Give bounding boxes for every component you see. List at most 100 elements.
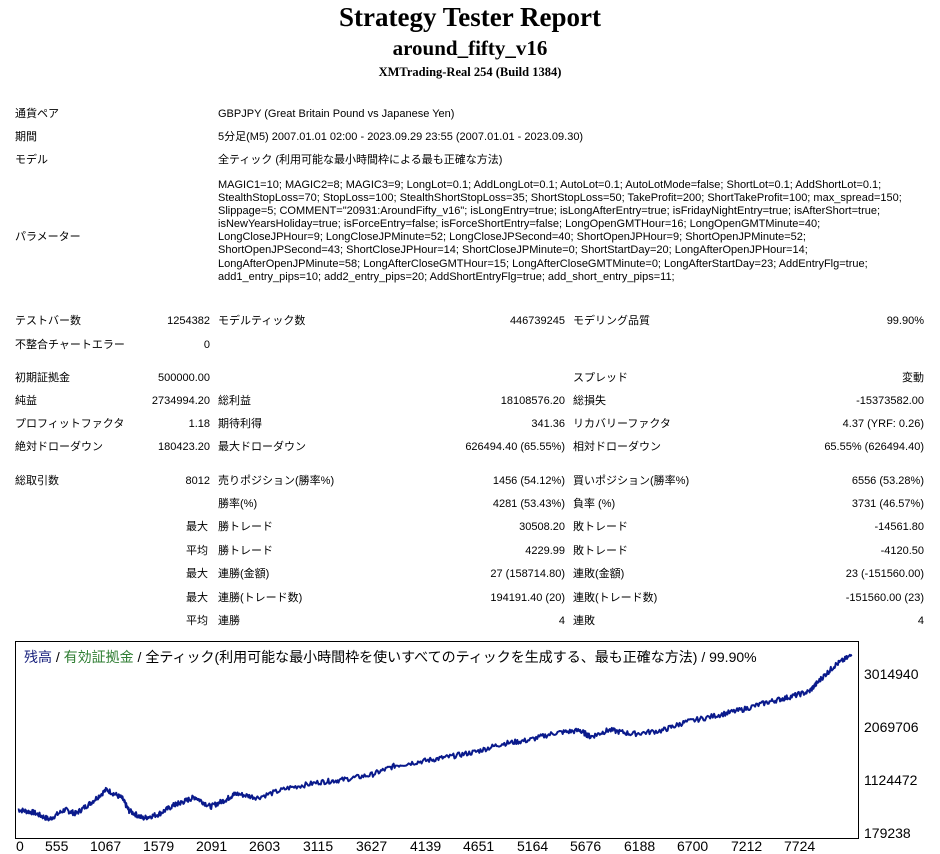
legend-balance: 残高: [24, 649, 52, 665]
max-dd-label: 最大ドローダウン: [218, 441, 306, 453]
mismatch-value: 0: [203, 339, 210, 351]
max-consec-profit-value: 194191.40 (20): [490, 592, 565, 604]
x-tick-label: 5676: [570, 838, 602, 854]
avg-loss-label: 敗トレード: [573, 545, 628, 557]
server-build: XMTrading-Real 254 (Build 1384): [378, 65, 562, 79]
trades-value: 8012: [185, 475, 210, 487]
pf-label: プロフィットファクタ: [15, 418, 125, 430]
deposit-label: 初期証拠金: [15, 372, 70, 384]
max-dd-value: 626494.40 (65.55%): [465, 441, 565, 453]
avg-word: 平均: [186, 615, 208, 627]
avg-consec-wins-value: 4: [558, 615, 565, 627]
params-value: MAGIC1=10; MAGIC2=8; MAGIC3=9; LongLot=0…: [218, 179, 902, 283]
y-tick-label: 179238: [864, 825, 911, 841]
gross-profit-label: 総利益: [218, 395, 251, 407]
bars-label: テストバー数: [15, 315, 81, 327]
x-tick-label: 5164: [517, 838, 549, 854]
balance-series-line: [17, 653, 853, 822]
y-tick-label: 3014940: [864, 666, 919, 682]
max-word: 最大: [186, 521, 208, 533]
loss-rate-value: 3731 (46.57%): [851, 498, 924, 510]
chart-legend: 残高 / 有効証拠金 / 全ティック(利用可能な最小時間枠を使いすべてのティック…: [24, 647, 757, 667]
avg-win-value: 4229.99: [525, 545, 565, 557]
loss-rate-label: 負率 (%): [573, 498, 616, 510]
max-word: 最大: [186, 568, 208, 580]
gross-profit-value: 18108576.20: [500, 395, 565, 407]
trades-label: 総取引数: [15, 475, 59, 487]
long-value: 6556 (53.28%): [851, 475, 924, 487]
expected-label: 期待利得: [218, 418, 262, 430]
net-label: 純益: [15, 395, 37, 407]
avg-loss-value: -4120.50: [880, 545, 924, 557]
y-tick-label: 1124472: [864, 772, 918, 788]
rel-dd-value: 65.55% (626494.40): [824, 441, 924, 453]
quality-value: 99.90%: [886, 315, 924, 327]
net-value: 2734994.20: [151, 395, 210, 407]
long-label: 買いポジション(勝率%): [573, 475, 690, 487]
avg-consec-losses-value: 4: [917, 615, 924, 627]
max-consec-profit-label: 連勝(トレード数): [218, 592, 303, 604]
model-value: 全ティック (利用可能な最小時間枠による最も正確な方法): [218, 154, 503, 166]
largest-loss-label: 敗トレード: [573, 521, 628, 533]
spread-value: 変動: [902, 372, 924, 384]
abs-dd-value: 180423.20: [158, 441, 210, 453]
x-tick-label: 555: [45, 838, 69, 854]
max-consec-losses-value: 23 (-151560.00): [845, 568, 924, 580]
win-rate-value: 4281 (53.43%): [492, 498, 565, 510]
x-tick-label: 4139: [410, 838, 442, 854]
x-tick-label: 3627: [356, 838, 388, 854]
x-tick-label: 0: [16, 838, 24, 854]
report-title: Strategy Tester Report: [339, 2, 601, 32]
ticks-value: 446739245: [509, 315, 565, 327]
spread-label: スプレッド: [573, 372, 628, 384]
symbol-label: 通貨ペア: [15, 108, 59, 120]
balance-line-plot: [17, 653, 853, 822]
avg-word: 平均: [186, 545, 208, 557]
x-tick-label: 2091: [196, 838, 228, 854]
ticks-label: モデルティック数: [218, 315, 306, 327]
bars-value: 1254382: [167, 315, 210, 327]
gross-loss-label: 総損失: [573, 395, 606, 407]
expected-value: 341.36: [531, 418, 565, 430]
max-consec-loss-value: -151560.00 (23): [845, 592, 924, 604]
short-value: 1456 (54.12%): [492, 475, 565, 487]
rel-dd-label: 相対ドローダウン: [573, 441, 661, 453]
x-tick-label: 1067: [90, 838, 122, 854]
x-tick-label: 2603: [249, 838, 281, 854]
short-label: 売りポジション(勝率%): [218, 475, 335, 487]
max-consec-loss-label: 連敗(トレード数): [573, 592, 658, 604]
deposit-value: 500000.00: [158, 372, 210, 384]
largest-win-label: 勝トレード: [218, 521, 273, 533]
quality-label: モデリング品質: [573, 315, 650, 327]
avg-consec-wins-label: 連勝: [218, 615, 240, 627]
avg-win-label: 勝トレード: [218, 545, 273, 557]
max-word: 最大: [186, 592, 208, 604]
period-value: 5分足(M5) 2007.01.01 02:00 - 2023.09.29 23…: [218, 131, 584, 143]
recovery-value: 4.37 (YRF: 0.26): [842, 418, 924, 430]
abs-dd-label: 絶対ドローダウン: [15, 441, 103, 453]
mismatch-label: 不整合チャートエラー: [15, 339, 125, 351]
x-tick-label: 4651: [463, 838, 495, 854]
recovery-label: リカバリーファクタ: [573, 418, 671, 430]
x-tick-label: 3115: [303, 838, 334, 854]
model-label: モデル: [15, 154, 48, 166]
avg-consec-losses-label: 連敗: [573, 615, 595, 627]
max-consec-wins-value: 27 (158714.80): [490, 568, 565, 580]
period-label: 期間: [15, 131, 37, 143]
x-tick-label: 7724: [784, 838, 816, 854]
x-tick-label: 7212: [731, 838, 763, 854]
legend-equity: 有効証拠金: [63, 649, 134, 665]
x-tick-label: 6700: [677, 838, 709, 854]
symbol-value: GBPJPY (Great Britain Pound vs Japanese …: [218, 108, 455, 120]
max-consec-wins-label: 連勝(金額): [218, 568, 270, 580]
win-rate-label: 勝率(%): [218, 498, 258, 510]
legend-description: / 全ティック(利用可能な最小時間枠を使いすべてのティックを生成する、最も正確な…: [133, 649, 757, 665]
x-tick-label: 1579: [143, 838, 175, 854]
max-consec-losses-label: 連敗(金額): [573, 568, 625, 580]
legend-separator: /: [52, 649, 64, 665]
params-label: パラメーター: [15, 231, 81, 243]
ea-name: around_fifty_v16: [392, 36, 548, 60]
y-tick-label: 2069706: [864, 719, 919, 735]
largest-loss-value: -14561.80: [874, 521, 924, 533]
x-tick-label: 6188: [624, 838, 656, 854]
